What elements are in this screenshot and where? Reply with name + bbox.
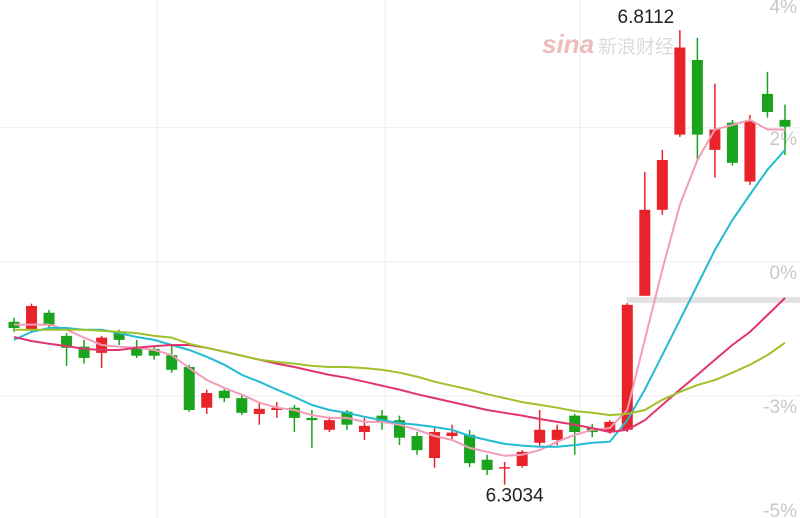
candle-body bbox=[446, 432, 458, 437]
candle-body bbox=[394, 420, 405, 438]
ma-line bbox=[13, 149, 786, 448]
candle-body bbox=[236, 398, 248, 413]
y-tick-label: -5% bbox=[763, 501, 797, 518]
candle-body bbox=[744, 121, 756, 182]
candle-body bbox=[218, 390, 230, 399]
candle-body bbox=[148, 348, 160, 356]
candle-body bbox=[464, 434, 476, 464]
candle-body bbox=[656, 160, 668, 210]
watermark: sina 新浪财经 bbox=[542, 29, 674, 59]
candle-body bbox=[61, 335, 73, 348]
y-tick-label: 4% bbox=[770, 0, 798, 18]
candle-body bbox=[499, 467, 511, 469]
ma-line bbox=[14, 118, 785, 457]
candle-body bbox=[709, 129, 721, 150]
candle-body bbox=[131, 346, 143, 356]
candle-body bbox=[201, 393, 213, 408]
candle-body bbox=[253, 408, 265, 414]
candle-body bbox=[306, 417, 318, 421]
candle-body bbox=[166, 355, 178, 370]
watermark-name: 新浪财经 bbox=[598, 36, 674, 58]
watermark-brand: sina bbox=[542, 29, 594, 59]
candle-body bbox=[26, 305, 38, 330]
candle-body bbox=[674, 47, 686, 135]
price-annotation: 6.3034 bbox=[486, 486, 545, 507]
candle-body bbox=[516, 451, 528, 466]
y-tick-label: 2% bbox=[770, 129, 798, 150]
candle-body bbox=[621, 304, 633, 430]
ma-line bbox=[13, 297, 786, 434]
candle-body bbox=[376, 415, 388, 422]
candle-body bbox=[726, 122, 738, 163]
candle-body bbox=[271, 407, 283, 410]
reference-band bbox=[627, 297, 800, 303]
candle-body bbox=[358, 425, 370, 433]
candle-body bbox=[779, 119, 791, 127]
candle-body bbox=[429, 432, 441, 459]
candle-body bbox=[481, 459, 493, 470]
candle-body bbox=[78, 346, 90, 358]
candle-body bbox=[43, 312, 55, 325]
candle-body bbox=[323, 420, 335, 430]
candle-body bbox=[691, 59, 703, 135]
candle-body bbox=[411, 436, 423, 451]
y-tick-label: 0% bbox=[770, 263, 798, 284]
ma-line bbox=[14, 328, 786, 417]
candle-body bbox=[639, 209, 651, 296]
candle-body bbox=[288, 407, 300, 418]
candle-body bbox=[761, 93, 773, 112]
candle-body bbox=[113, 333, 125, 340]
y-tick-label: -3% bbox=[763, 397, 797, 418]
candle-body bbox=[534, 429, 546, 443]
price-annotation: 6.8112 bbox=[618, 7, 675, 28]
candle-body bbox=[183, 367, 195, 410]
candle-body bbox=[551, 429, 563, 440]
